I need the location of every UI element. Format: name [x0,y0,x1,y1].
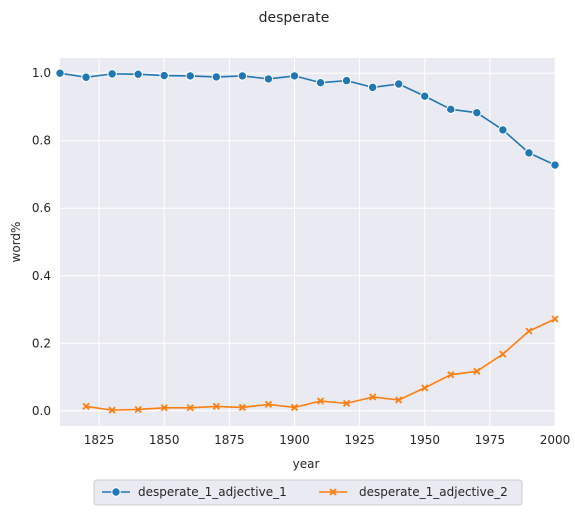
data-point [238,72,246,80]
y-tick-label: 0.8 [32,134,51,148]
data-point [368,83,376,91]
data-point [447,105,455,113]
data-point [160,71,168,79]
x-tick-label: 2000 [540,433,571,447]
data-point [290,72,298,80]
x-tick-label: 1950 [409,433,440,447]
chart-title: desperate [259,10,330,26]
y-tick-label: 0.6 [32,201,51,215]
y-tick-label: 1.0 [32,66,51,80]
data-point [342,76,350,84]
data-point [212,73,220,81]
data-point [421,92,429,100]
x-tick-label: 1925 [344,433,375,447]
x-tick-label: 1850 [149,433,180,447]
y-tick-label: 0.4 [32,269,51,283]
x-tick-label: 1825 [84,433,115,447]
legend-label: desperate_1_adjective_1 [138,485,287,499]
data-point [264,75,272,83]
data-point [56,69,64,77]
x-tick-label: 1875 [214,433,245,447]
data-point [525,149,533,157]
y-axis-title: word% [9,222,23,263]
data-point [108,70,116,78]
data-point [186,72,194,80]
data-point [82,73,90,81]
legend: desperate_1_adjective_1 desperate_1_adjec… [94,480,522,505]
legend-marker [112,488,120,496]
legend-label: desperate_1_adjective_2 [359,485,508,499]
data-point [394,80,402,88]
x-tick-label: 1900 [279,433,310,447]
y-tick-label: 0.2 [32,336,51,350]
data-point [134,70,142,78]
x-tick-label: 1975 [475,433,506,447]
y-tick-label: 0.0 [32,404,51,418]
data-point [551,161,559,169]
data-point [316,78,324,86]
data-point [499,126,507,134]
data-point [473,108,481,116]
x-axis-title: year [293,457,320,471]
